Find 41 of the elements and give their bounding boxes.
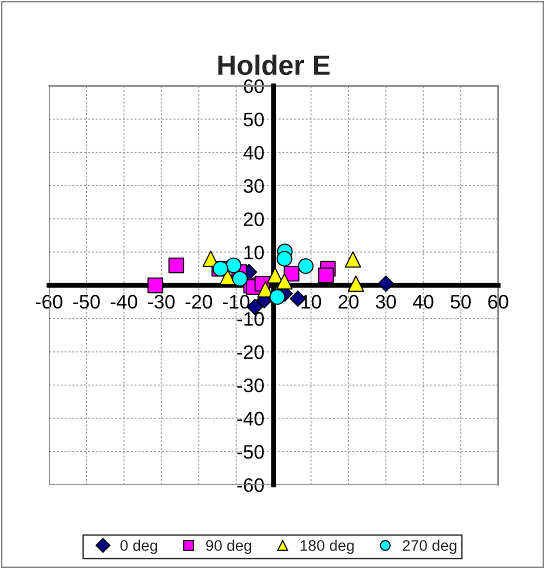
point (276, 250, 292, 267)
chart-title: Holder E (218, 54, 330, 76)
y-tick-label: -50 (237, 445, 264, 459)
x-tick-label: -60 (36, 294, 62, 309)
point (318, 268, 334, 284)
y-tick-label: -60 (237, 478, 264, 492)
legend-label: 270 deg (402, 540, 456, 554)
point (226, 258, 242, 274)
legend-label: 0 deg (120, 540, 158, 554)
point (298, 258, 314, 274)
y-tick-label: -30 (237, 378, 264, 392)
y-tick-label: 50 (244, 112, 264, 126)
point (168, 258, 184, 274)
y-tick-label: 30 (244, 179, 264, 193)
legend-label: 90 deg (206, 540, 252, 554)
x-tick-label: -30 (148, 294, 175, 309)
y-tick-label: 10 (244, 246, 264, 260)
point (378, 276, 394, 292)
point (269, 289, 286, 305)
x-tick-label: 40 (412, 294, 434, 309)
x-tick-label: -40 (110, 294, 138, 309)
point (276, 273, 293, 290)
x-tick-label: -20 (186, 294, 212, 309)
y-tick-label: 40 (243, 146, 264, 160)
y-tick-label: -40 (237, 412, 264, 426)
point (232, 270, 248, 287)
point (344, 251, 362, 268)
x-tick-label: 60 (488, 294, 508, 309)
x-tick-label: -50 (73, 294, 100, 309)
legend-label: 180 deg (300, 540, 354, 554)
x-tick-label: 20 (338, 294, 358, 309)
x-tick-label: -10 (222, 294, 250, 309)
y-tick-label: 20 (244, 212, 264, 226)
y-tick-label: -20 (237, 345, 264, 360)
point (348, 276, 364, 292)
x-tick-label: 10 (302, 294, 322, 309)
x-tick-label: 30 (376, 294, 396, 309)
y-tick-label: -10 (237, 312, 264, 326)
x-tick-label: 50 (450, 294, 471, 309)
point (147, 278, 164, 294)
point (266, 267, 284, 284)
